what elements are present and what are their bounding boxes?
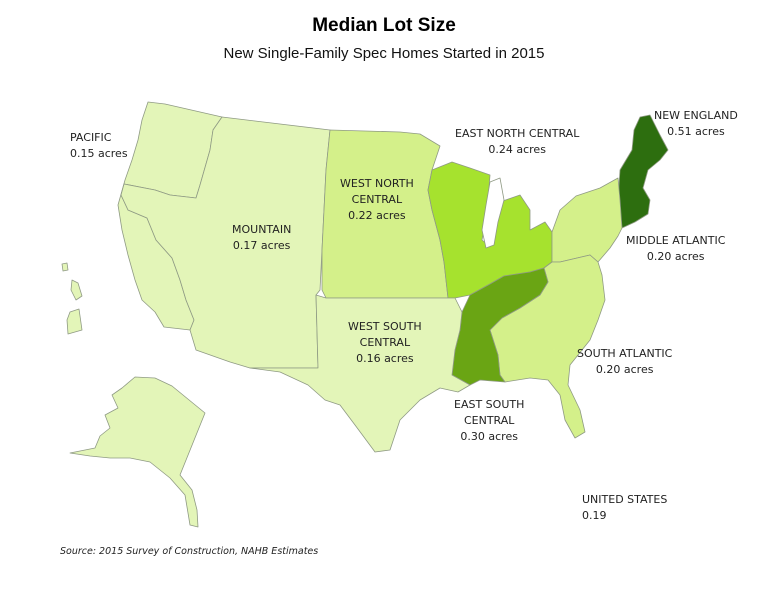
map-title: Median Lot Size <box>312 15 456 36</box>
label-east-south-central: EAST SOUTH CENTRAL 0.30 acres <box>454 397 524 445</box>
region-mountain <box>120 116 331 369</box>
region-value: 0.16 acres <box>356 352 414 365</box>
region-name-line2: CENTRAL <box>463 414 515 427</box>
region-value: 0.30 acres <box>460 430 518 443</box>
region-new-england <box>617 114 669 229</box>
label-east-north-central: EAST NORTH CENTRAL 0.24 acres <box>455 126 579 158</box>
region-value: 0.17 acres <box>232 239 291 252</box>
region-name-line2: CENTRAL <box>359 336 411 349</box>
region-hawaii <box>61 262 83 335</box>
region-value: 0.22 acres <box>348 209 406 222</box>
source-note: Source: 2015 Survey of Construction, NAH… <box>60 546 319 557</box>
region-name: PACIFIC <box>70 131 112 144</box>
region-name: SOUTH ATLANTIC <box>577 347 673 360</box>
label-middle-atlantic: MIDDLE ATLANTIC 0.20 acres <box>626 233 725 265</box>
region-alaska <box>69 376 206 528</box>
label-mountain: MOUNTAIN 0.17 acres <box>232 222 291 254</box>
label-west-north-central: WEST NORTH CENTRAL 0.22 acres <box>340 176 414 224</box>
map-subtitle: New Single-Family Spec Homes Started in … <box>223 45 545 62</box>
lake-michigan <box>481 177 505 249</box>
region-value: 0.51 acres <box>667 125 725 138</box>
label-new-england: NEW ENGLAND 0.51 acres <box>654 108 738 140</box>
region-name-line1: WEST NORTH <box>340 177 414 190</box>
label-pacific: PACIFIC 0.15 acres <box>70 130 128 162</box>
region-value: 0.20 acres <box>646 250 705 263</box>
label-west-south-central: WEST SOUTH CENTRAL 0.16 acres <box>348 319 422 367</box>
region-west-south-central <box>249 294 471 453</box>
region-name-line1: WEST SOUTH <box>348 320 422 333</box>
national-value: 0.19 <box>582 509 607 522</box>
region-value: 0.20 acres <box>595 363 654 376</box>
label-united-states: UNITED STATES 0.19 <box>582 492 667 524</box>
region-name: MOUNTAIN <box>232 223 292 236</box>
region-value: 0.15 acres <box>70 147 128 160</box>
region-name-line1: EAST SOUTH <box>454 398 525 411</box>
label-south-atlantic: SOUTH ATLANTIC 0.20 acres <box>577 346 672 378</box>
region-middle-atlantic <box>551 177 623 263</box>
region-name-line2: CENTRAL <box>351 193 403 206</box>
region-name: MIDDLE ATLANTIC <box>626 234 726 247</box>
region-value: 0.24 acres <box>488 143 546 156</box>
region-name: EAST NORTH CENTRAL <box>455 127 580 140</box>
national-name: UNITED STATES <box>582 493 668 506</box>
region-name: NEW ENGLAND <box>654 109 738 122</box>
